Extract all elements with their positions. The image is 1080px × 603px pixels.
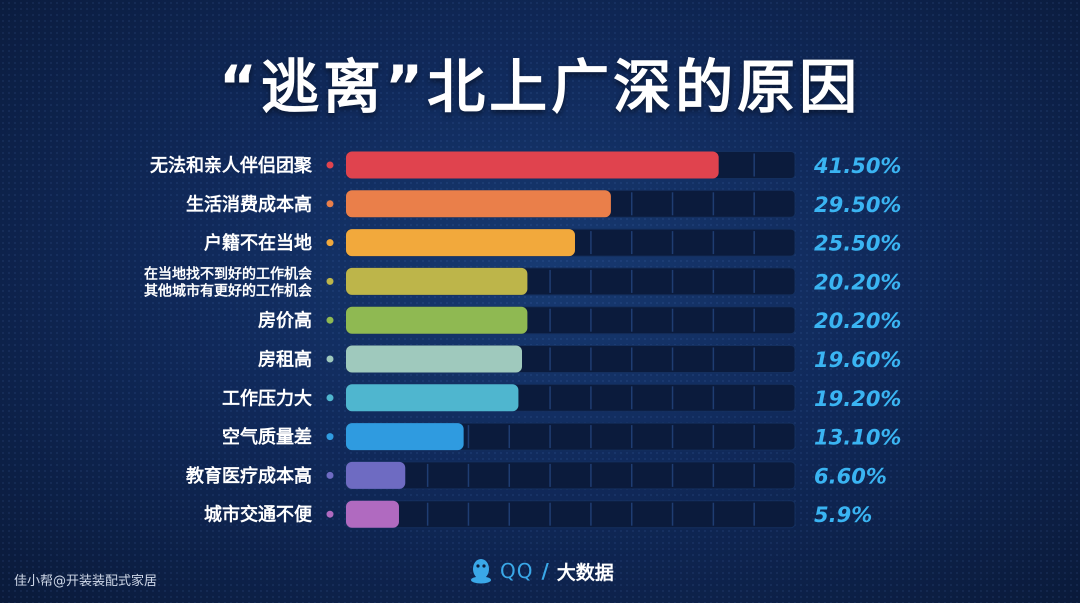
category-label: 房价高 — [258, 310, 312, 332]
category-label: 户籍不在当地 — [204, 232, 312, 254]
value-label: 19.20% — [814, 387, 901, 411]
chart-title: “逃离”北上广深的原因 — [218, 53, 862, 121]
value-label: 20.20% — [814, 270, 901, 294]
value-label: 6.60% — [814, 464, 887, 488]
bar — [346, 423, 464, 451]
bullet-dot — [326, 433, 334, 441]
bullet-dot — [326, 471, 334, 479]
bullet-dot — [326, 239, 334, 247]
category-label: 空气质量差 — [222, 426, 312, 448]
bullet-dot — [326, 394, 334, 402]
category-label: 生活消费成本高 — [186, 193, 312, 215]
category-label: 在当地找不到好的工作机会 — [144, 265, 313, 282]
value-label: 25.50% — [814, 232, 901, 256]
brand-suffix: 大数据 — [556, 561, 614, 584]
bar — [346, 267, 528, 295]
watermark-text: 佳小帮@开装装配式家居 — [14, 574, 158, 589]
brand-qq-text: QQ — [500, 559, 534, 583]
bar — [346, 306, 528, 334]
bullet-dot — [326, 277, 334, 285]
value-label: 41.50% — [813, 154, 901, 178]
bullet-dot — [326, 355, 334, 363]
bar — [346, 151, 719, 179]
bar — [346, 461, 406, 489]
bar — [346, 345, 523, 373]
penguin-icon — [471, 559, 491, 584]
category-label: 其他城市有更好的工作机会 — [144, 282, 313, 299]
bar — [346, 190, 611, 218]
category-label: 无法和亲人伴侣团聚 — [150, 155, 313, 177]
bullet-dot — [326, 316, 334, 324]
value-label: 20.20% — [814, 309, 901, 333]
category-label: 城市交通不便 — [204, 504, 313, 526]
category-label: 房租高 — [258, 349, 312, 371]
value-label: 13.10% — [814, 426, 901, 450]
brand-footer: QQ / 大数据 — [470, 556, 614, 586]
value-label: 29.50% — [814, 193, 901, 217]
bullet-dot — [326, 200, 334, 208]
bar-track — [345, 500, 796, 529]
value-label: 5.9% — [814, 503, 872, 527]
bullet-dot — [326, 510, 334, 518]
brand-slash: / — [541, 559, 549, 583]
category-label: 工作压力大 — [222, 387, 312, 409]
bar — [346, 384, 519, 412]
bullet-dot — [326, 161, 334, 169]
category-label: 教育医疗成本高 — [186, 465, 312, 487]
bar-track — [345, 461, 796, 490]
value-label: 19.60% — [814, 348, 901, 372]
bar — [346, 500, 399, 528]
bar — [346, 229, 575, 257]
